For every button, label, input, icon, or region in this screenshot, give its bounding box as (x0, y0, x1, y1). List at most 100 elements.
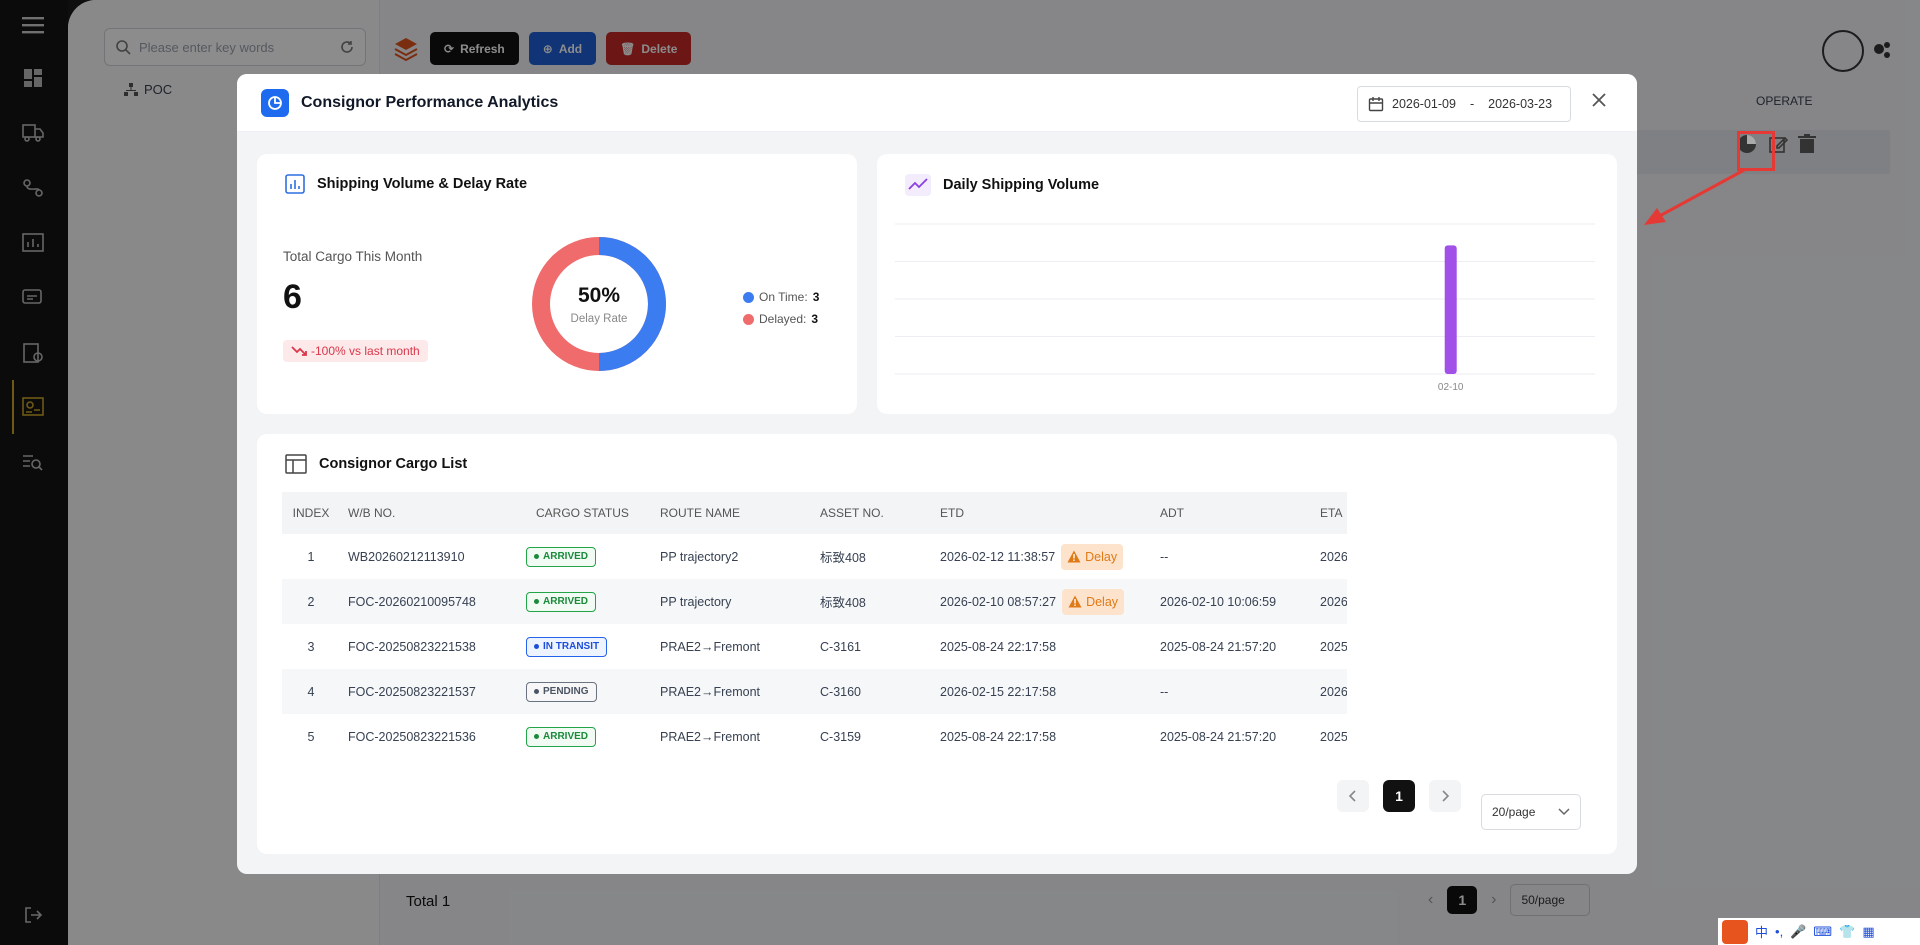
cell-asset: 标致408 (820, 596, 866, 610)
cell-adt: 2025-08-24 21:57:20 (1160, 729, 1277, 744)
cell-eta: 2025-10-31 00:00:00 (1320, 729, 1347, 744)
microphone-icon[interactable]: 🎤 (1790, 923, 1807, 939)
refresh-button[interactable]: ⟳ Refresh (430, 32, 519, 65)
table-row[interactable]: 3 FOC-20250823221538 IN TRANSIT PRAE2→Fremo… (282, 624, 1347, 669)
message-icon[interactable] (18, 283, 48, 313)
cell-eta: 2026-02-12 20:00:00 (1320, 549, 1347, 564)
keyword-search-box[interactable]: Please enter key words (104, 28, 366, 66)
sidebar (0, 0, 68, 945)
column-header[interactable]: ADT (1160, 506, 1184, 520)
analytics-icon (261, 88, 289, 117)
cell-index: 2 (307, 594, 315, 609)
cell-eta: 2025-10-31 00:00:00 (1320, 639, 1347, 654)
analytics-pie-icon[interactable] (1736, 133, 1758, 160)
cell-asset: 标致408 (820, 551, 866, 565)
refresh-icon[interactable] (339, 39, 355, 55)
donut-legend: On Time: 3 Delayed: 3 (743, 286, 819, 330)
chevron-down-icon (1558, 808, 1570, 816)
warning-icon (1067, 550, 1081, 563)
dashboard-icon[interactable] (18, 63, 48, 93)
cell-status: ARRIVED (526, 546, 660, 567)
layers-icon[interactable] (392, 35, 420, 63)
close-icon[interactable] (1591, 92, 1607, 113)
settings-gear-icon[interactable] (1872, 40, 1892, 65)
ime-toolbar: 中 •, 🎤 ⌨ 👕 ▦ (1718, 918, 1920, 945)
table-row[interactable]: 2 FOC-20260210095748 ARRIVED PP trajectory 标… (282, 579, 1347, 624)
cell-adt: 2025-08-24 21:57:20 (1160, 639, 1277, 654)
column-header[interactable]: W/B NO. (348, 506, 396, 520)
legend-dot-delayed (743, 313, 754, 325)
cell-route: PP trajectory2 (660, 549, 739, 564)
x-tick-label: 02-10 (1438, 382, 1464, 393)
column-header[interactable]: ETD (940, 506, 964, 520)
cell-adt: 2026-02-10 10:06:59 (1160, 594, 1277, 609)
trash-row-icon[interactable] (1798, 134, 1816, 159)
trend-down-icon (291, 346, 307, 356)
card-title: Shipping Volume & Delay Rate (285, 174, 527, 194)
menu-icon[interactable] (18, 10, 48, 40)
total-cargo-value: 6 (283, 278, 302, 316)
legend-dot-on-time (743, 291, 754, 303)
table-row[interactable]: 1 WB20260212113910 ARRIVED PP trajectory2 标致… (282, 534, 1347, 579)
status-dot-icon (534, 734, 539, 739)
table-row[interactable]: 5 FOC-20250823221536 ARRIVED PRAE2→Fremont C… (282, 714, 1347, 759)
cell-wb-no: FOC-20250823221536 (348, 729, 476, 744)
report-icon[interactable] (18, 228, 48, 258)
cell-index: 5 (307, 729, 315, 744)
route-icon[interactable] (18, 173, 48, 203)
prev-page-icon[interactable]: ‹ (1428, 891, 1434, 908)
search-list-icon[interactable] (18, 448, 48, 478)
daily-volume-chart: 02-10 (895, 223, 1595, 393)
bar-02-10[interactable] (1444, 245, 1457, 374)
edit-icon[interactable] (1768, 134, 1789, 159)
status-badge: PENDING (526, 681, 597, 702)
next-page-button[interactable] (1429, 780, 1461, 812)
table-icon (285, 454, 307, 474)
cell-eta: 2026-02-10 17:00:00 (1320, 594, 1347, 609)
truck-icon[interactable] (18, 118, 48, 148)
status-dot-icon (534, 554, 539, 559)
delete-button[interactable]: 🗑 Delete (606, 32, 692, 65)
toolbox-icon[interactable]: ▦ (1862, 923, 1875, 939)
current-page[interactable]: 1 (1447, 886, 1478, 914)
prev-page-button[interactable] (1337, 780, 1369, 812)
date-separator: - (1469, 97, 1475, 111)
column-header[interactable]: ETA (1320, 506, 1343, 520)
column-header[interactable]: ASSET NO. (820, 506, 884, 520)
calendar-icon (1368, 97, 1384, 112)
current-page-button[interactable]: 1 (1383, 780, 1415, 812)
page-size-select[interactable]: 50/page (1510, 884, 1590, 916)
cell-adt: -- (1160, 549, 1169, 564)
status-dot-icon (534, 599, 539, 604)
logout-icon[interactable] (18, 900, 48, 930)
status-dot-icon (534, 689, 539, 694)
global-search-button[interactable] (1822, 30, 1864, 72)
date-range-picker[interactable]: 2026-01-09 - 2026-03-23 (1357, 86, 1571, 122)
column-header[interactable]: ROUTE NAME (660, 506, 741, 520)
cell-index: 1 (307, 549, 315, 564)
column-header[interactable]: INDEX (292, 506, 330, 520)
add-button[interactable]: ⊕ Add (528, 32, 597, 65)
keyboard-icon[interactable]: ⌨ (1813, 923, 1833, 939)
ime-language[interactable]: 中 (1755, 925, 1769, 940)
skin-icon[interactable]: 👕 (1839, 923, 1856, 939)
org-tree-icon (124, 82, 138, 96)
tree-node-poc[interactable]: POC (124, 82, 172, 97)
sogou-logo-icon[interactable] (1722, 919, 1748, 944)
trash-icon: 🗑 (620, 41, 636, 56)
table-row[interactable]: 4 FOC-20250823221537 PENDING PRAE2→Fremont C… (282, 669, 1347, 714)
search-placeholder: Please enter key words (139, 39, 275, 55)
bar-chart-icon (285, 174, 305, 194)
operate-column-header: OPERATE (1756, 94, 1813, 108)
search-icon (116, 40, 131, 55)
punctuation-icon[interactable]: •, (1775, 924, 1784, 939)
document-clock-icon[interactable] (18, 338, 48, 368)
status-dot-icon (534, 644, 539, 649)
donut-center: 50% Delay Rate (530, 235, 668, 373)
page-size-select[interactable]: 20/page (1481, 794, 1581, 830)
next-page-icon[interactable]: › (1491, 891, 1497, 908)
date-start: 2026-01-09 (1392, 97, 1456, 111)
consignor-analytics-icon[interactable] (18, 392, 48, 422)
cell-etd: 2026-02-10 08:57:27 Delay (940, 588, 1160, 615)
column-header[interactable]: CARGO STATUS (536, 506, 629, 520)
